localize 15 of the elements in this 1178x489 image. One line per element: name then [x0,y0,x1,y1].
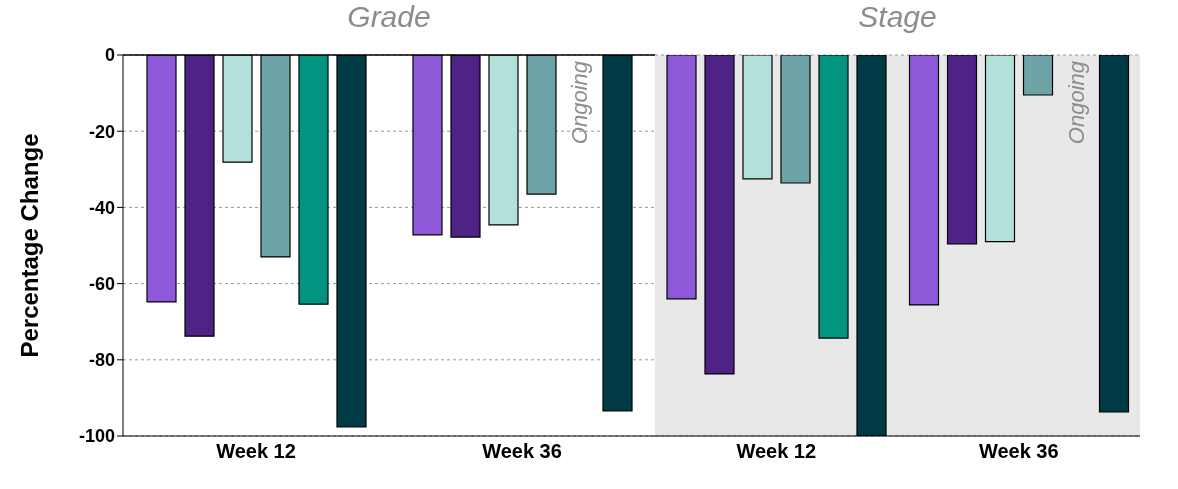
annotation: Ongoing [567,60,592,145]
y-tick-label: -20 [88,121,115,142]
chart-title: Stage [857,0,938,34]
x-tick-label: Week 36 [482,440,562,463]
x-tick-label: Week 12 [736,440,817,463]
x-tick-label: Week 12 [216,440,296,463]
chart-title: Grade [346,0,432,34]
y-axis-title: Percentage Change [16,133,43,358]
y-tick-label: -60 [88,273,115,294]
x-tick-label: Week 36 [978,440,1059,463]
y-tick-label: -100 [78,426,115,447]
y-tick-label: -80 [88,350,115,371]
y-tick-label: -40 [88,197,115,218]
y-tick-label: 0 [104,45,115,66]
annotation: Ongoing [1063,60,1089,145]
